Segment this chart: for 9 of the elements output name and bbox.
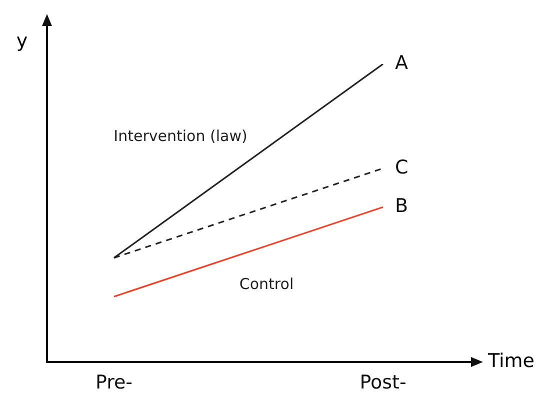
annotation: B: [395, 195, 408, 218]
y-axis-title: y: [16, 30, 28, 52]
annotation: C: [395, 156, 408, 178]
x-tick-label: Post-: [360, 372, 406, 394]
series-label: Control: [239, 274, 294, 293]
annotation: A: [395, 52, 408, 74]
x-axis-title: Time: [487, 350, 534, 372]
series-label: Intervention (law): [114, 126, 248, 145]
x-tick-label: Pre-: [95, 372, 133, 394]
